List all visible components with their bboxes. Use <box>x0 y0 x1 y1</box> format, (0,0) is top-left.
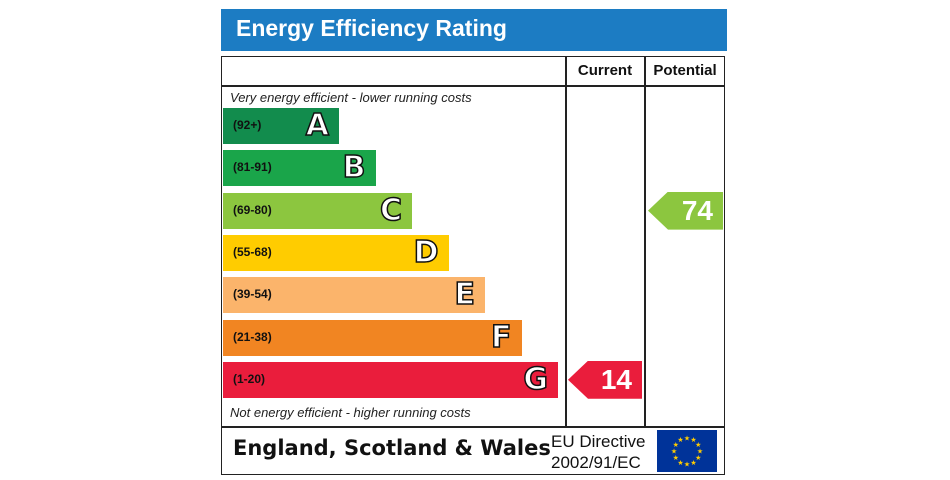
current-rating-arrow-value: 14 <box>600 363 632 395</box>
band-range-label: (1-20) <box>233 371 266 386</box>
eu-flag-stars: ★ ★★★★★★★★★★★ <box>671 435 703 469</box>
potential-header: Potential <box>653 62 717 79</box>
band-d: (55-68) D <box>223 234 449 271</box>
footer-divider <box>221 426 725 428</box>
chart-frame <box>221 56 725 475</box>
current-header: Current <box>577 62 633 79</box>
flag-star: ★ <box>677 459 683 467</box>
band-letter: A <box>305 107 330 144</box>
flag-star: ★ <box>695 454 701 462</box>
footer-country: England, Scotland & Wales <box>233 436 551 460</box>
flag-star: ★ <box>677 436 683 444</box>
flag-star: ★ <box>690 459 696 467</box>
eu-directive-label: EU Directive <box>551 432 646 451</box>
flag-star: ★ <box>673 454 679 462</box>
potential-column-divider <box>644 56 646 426</box>
flag-star: ★ <box>695 441 701 449</box>
bottom-note: Not energy efficient - higher running co… <box>230 405 471 420</box>
band-letter: G <box>523 361 549 398</box>
band-range-label: (21-38) <box>233 329 272 344</box>
band-g: (1-20) G <box>223 361 558 398</box>
eu-flag-icon: ★ ★★★★★★★★★★★ <box>657 430 717 472</box>
band-letter: B <box>342 150 366 187</box>
current-column-divider <box>565 56 567 426</box>
band-range-label: (39-54) <box>233 287 272 302</box>
band-b: (81-91) B <box>223 150 376 187</box>
chart-title: Energy Efficiency Rating <box>236 15 507 41</box>
band-letter: F <box>490 319 512 356</box>
header-divider <box>221 85 725 87</box>
band-e: (39-54) E <box>223 276 485 314</box>
flag-star: ★ <box>684 435 690 443</box>
flag-star: ★ <box>684 461 690 469</box>
eu-flag-background <box>657 430 717 472</box>
eu-directive-number: 2002/91/EC <box>551 453 641 472</box>
potential-rating-arrow-value: 74 <box>681 194 713 226</box>
title-bar: Energy Efficiency Rating <box>221 9 727 51</box>
band-letter: D <box>413 234 439 271</box>
band-range-label: (55-68) <box>233 244 272 259</box>
flag-star: ★ <box>673 441 679 449</box>
top-note: Very energy efficient - lower running co… <box>230 90 472 105</box>
flag-star: ★ <box>671 448 677 456</box>
band-range-label: (81-91) <box>233 160 272 175</box>
flag-star: ★ <box>690 436 696 444</box>
flag-star: ★ <box>697 448 703 456</box>
band-letter: C <box>379 192 403 229</box>
band-f: (21-38) F <box>223 319 522 356</box>
band-range-label: (69-80) <box>233 202 272 217</box>
band-range-label: (92+) <box>233 118 262 132</box>
band-letter: E <box>454 276 476 313</box>
band-a: (92+) A <box>223 107 339 144</box>
band-c: (69-80) C <box>223 192 412 229</box>
